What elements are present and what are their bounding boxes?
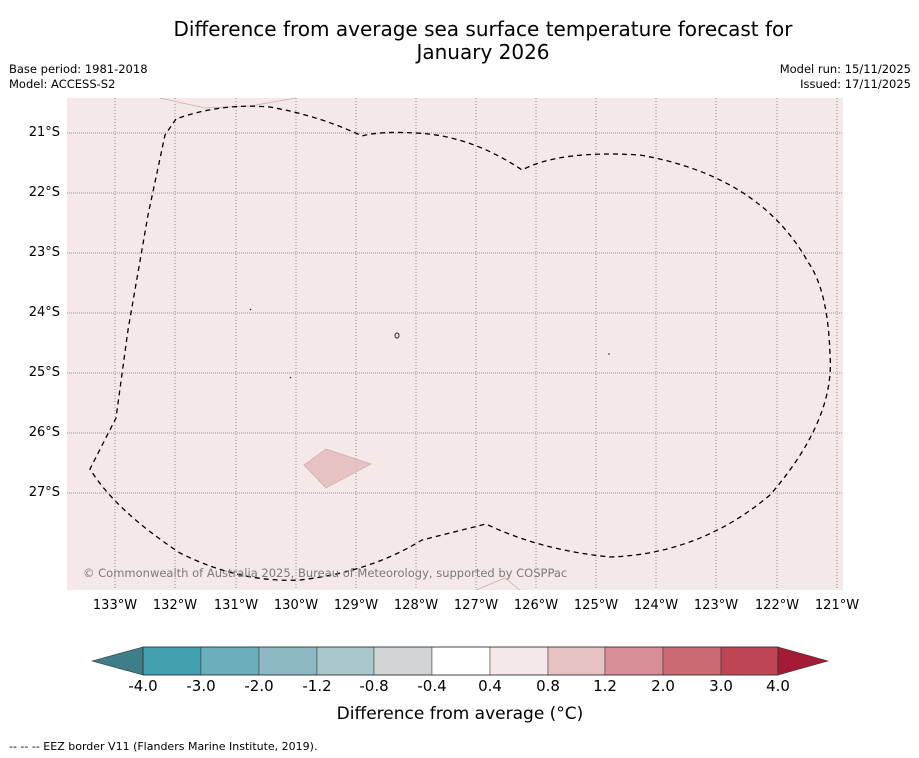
model-run-text: Model run: 15/11/2025 [779, 62, 911, 76]
lon-label: 123°W [693, 598, 739, 613]
island-marker [394, 332, 400, 339]
lon-label: 125°W [573, 598, 619, 613]
lat-label: 25°S [28, 365, 60, 380]
latitude-gridlines [67, 132, 843, 494]
colorbar-tick-label: -4.0 [128, 677, 158, 695]
colorbar-segment [258, 646, 318, 676]
lat-label: 27°S [28, 485, 60, 500]
colorbar-tick-label: 0.4 [478, 677, 502, 695]
lat-label: 24°S [28, 305, 60, 320]
colorbar-tick-label: 0.8 [536, 677, 560, 695]
meta-left: Base period: 1981-2018 Model: ACCESS-S2 [9, 62, 148, 92]
colorbar-segment [316, 646, 375, 676]
colorbar-segment [662, 646, 722, 676]
lon-label: 127°W [453, 598, 499, 613]
colorbar-segment [200, 646, 260, 676]
colorbar-tick-label: 4.0 [766, 677, 790, 695]
title-line-1: Difference from average sea surface temp… [173, 17, 793, 41]
colorbar-tick-label: -0.8 [359, 677, 389, 695]
lat-label: 21°S [28, 125, 60, 140]
island-marker [249, 308, 252, 311]
lon-label: 133°W [92, 598, 138, 613]
lat-label: 22°S [28, 185, 60, 200]
colorbar-under-arrow [90, 646, 144, 676]
lon-label: 122°W [754, 598, 800, 613]
issued-text: Issued: 17/11/2025 [800, 77, 911, 91]
model-text: Model: ACCESS-S2 [9, 77, 116, 91]
copyright-text: © Commonwealth of Australia 2025, Bureau… [83, 566, 567, 580]
lon-label: 130°W [273, 598, 319, 613]
colorbar-over-arrow [777, 646, 830, 676]
colorbar-tick-label: -1.2 [302, 677, 332, 695]
title-line-2: January 2026 [416, 40, 550, 64]
colorbar-frame [142, 646, 779, 676]
meta-right: Model run: 15/11/2025 Issued: 17/11/2025 [780, 62, 911, 92]
colorbar-tick-label: -0.4 [417, 677, 447, 695]
colorbar-tick-label: -3.0 [186, 677, 216, 695]
colorbar-segment [720, 646, 779, 676]
neighbour-boundary [475, 577, 521, 591]
lat-label: 26°S [28, 425, 60, 440]
colorbar-segment [142, 646, 202, 676]
colorbar-tick-label: -2.0 [244, 677, 274, 695]
lon-label: 131°W [213, 598, 259, 613]
colorbar-segment [604, 646, 664, 676]
colorbar-tick-label: 2.0 [651, 677, 675, 695]
colorbar-segment [373, 646, 433, 676]
lon-label: 128°W [393, 598, 439, 613]
lon-label: 126°W [513, 598, 559, 613]
colorbar-segment [489, 646, 549, 676]
anomaly-patch [303, 448, 372, 489]
ocean-background [67, 98, 843, 590]
colorbar [90, 646, 830, 676]
island-marker [608, 353, 610, 355]
base-period-text: Base period: 1981-2018 [9, 62, 148, 76]
eez-border [89, 105, 832, 581]
island-marker [289, 376, 292, 379]
longitude-gridlines [114, 98, 838, 590]
colorbar-tick-label: 1.2 [593, 677, 617, 695]
lon-label: 129°W [333, 598, 379, 613]
colorbar-title: Difference from average (°C) [336, 704, 584, 724]
eez-legend-text: -- -- -- EEZ border V11 (Flanders Marine… [9, 740, 318, 753]
lat-label: 23°S [28, 245, 60, 260]
colorbar-segment [547, 646, 606, 676]
lon-label: 124°W [633, 598, 679, 613]
map-title: Difference from average sea surface temp… [0, 18, 919, 64]
lon-label: 132°W [152, 598, 198, 613]
colorbar-segment [431, 646, 491, 676]
lon-label: 121°W [814, 598, 860, 613]
colorbar-tick-label: 3.0 [709, 677, 733, 695]
